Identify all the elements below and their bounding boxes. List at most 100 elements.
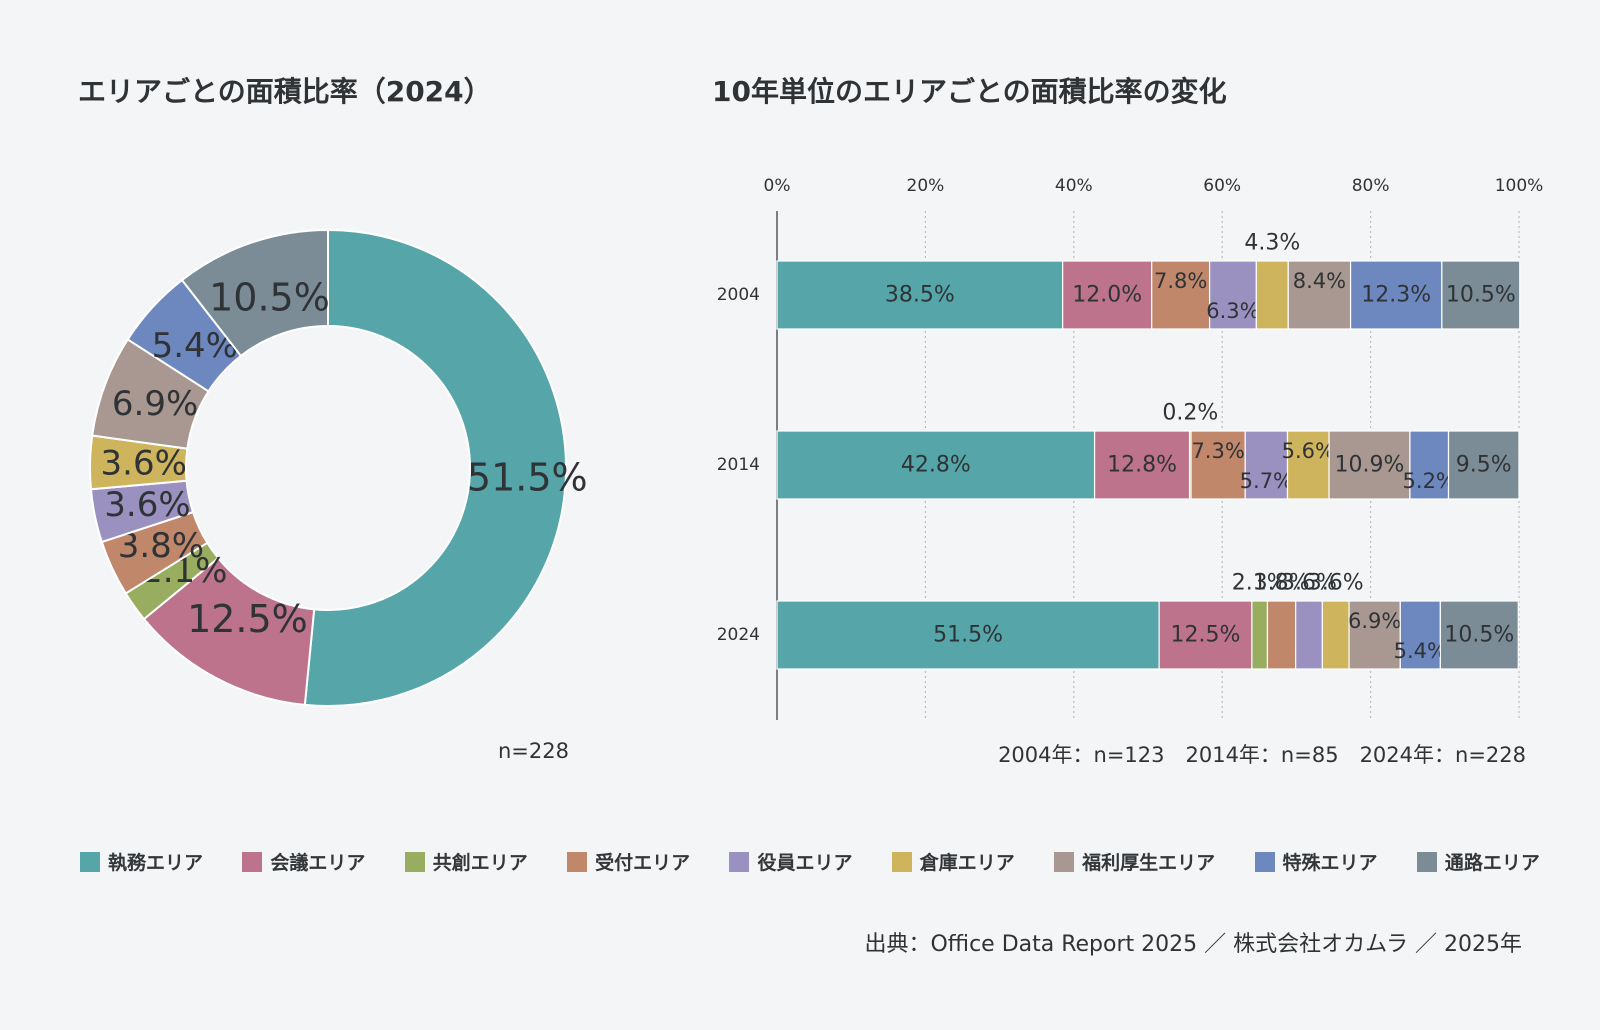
bar-data-label: 8.4% — [1293, 269, 1346, 293]
donut-chart-title: エリアごとの面積比率（2024） — [78, 75, 492, 108]
x-tick-label: 0% — [764, 176, 791, 196]
bar-data-label: 10.9% — [1335, 453, 1405, 478]
bar-data-label: 5.6% — [1282, 439, 1335, 463]
legend: 執務エリア 会議エリア 共創エリア 受付エリア 役員エリア 倉庫エリア 福利厚生エリア 特殊エ… — [80, 848, 1540, 875]
legend-swatch — [242, 851, 263, 872]
bar-segment — [1287, 260, 1352, 330]
bar-segment — [1266, 600, 1297, 670]
bar-segment — [1158, 600, 1253, 670]
legend-label: 特殊エリア — [1282, 852, 1378, 874]
y-category-label: 2014 — [717, 455, 760, 475]
bar-segment — [776, 260, 1064, 330]
bar-segment — [1399, 600, 1441, 670]
legend-label: 福利厚生エリア — [1082, 852, 1216, 874]
legend-swatch — [404, 851, 425, 872]
bar-data-label: 51.5% — [933, 623, 1003, 648]
legend-item: 倉庫エリア — [891, 848, 1015, 875]
stacked-bar-chart: 0% 20% 40% 60% 80% 100% 2004 38.5% 12.0% 7.8% 6.3%… — [717, 176, 1544, 720]
bar-data-label: 0.2% — [1162, 401, 1218, 426]
bar-segment — [1349, 260, 1443, 330]
legend-item: 特殊エリア — [1254, 848, 1378, 875]
bar-data-label: 6.3% — [1206, 299, 1259, 323]
legend-swatch — [1254, 851, 1275, 872]
donut-data-label: 12.5% — [187, 597, 308, 641]
bar-segment — [1409, 430, 1450, 500]
bar-chart-title: 10年単位のエリアごとの面積比率の変化 — [712, 75, 1227, 108]
bar-data-label: 3.6% — [1281, 571, 1337, 596]
legend-swatch — [1416, 851, 1437, 872]
donut-slice — [180, 228, 329, 358]
bar-data-label: 12.0% — [1072, 283, 1142, 308]
legend-item: 通路エリア — [1416, 848, 1540, 875]
bar-segment — [776, 430, 1096, 500]
legend-swatch — [567, 851, 588, 872]
bar-segment — [1447, 430, 1520, 500]
bar-segment — [776, 600, 1160, 670]
bar-data-label: 38.5% — [885, 283, 955, 308]
x-tick-label: 60% — [1203, 176, 1241, 196]
legend-label: 共創エリア — [432, 852, 528, 874]
donut-sample-size: n=228 — [498, 739, 569, 763]
bar-segment — [1251, 600, 1269, 670]
bar-segment — [1439, 600, 1519, 670]
bar-segment — [1295, 600, 1323, 670]
bar-segment — [1328, 430, 1411, 500]
bar-data-label: 3.8% — [1254, 571, 1310, 596]
donut-data-label: 3.6% — [101, 444, 187, 484]
legend-swatch — [891, 851, 912, 872]
bar-data-label: 3.6% — [1308, 571, 1364, 596]
bar-data-label: 42.8% — [901, 453, 971, 478]
bar-data-label: 9.5% — [1456, 453, 1512, 478]
bar-data-label: 12.3% — [1361, 283, 1431, 308]
legend-swatch — [729, 851, 750, 872]
x-tick-label: 40% — [1055, 176, 1093, 196]
bar-segment — [1286, 430, 1330, 500]
bar-data-label: 5.7% — [1240, 469, 1293, 493]
bar-segment — [1062, 260, 1153, 330]
donut-data-label: 6.9% — [112, 384, 198, 424]
bar-data-label: 10.5% — [1446, 283, 1516, 308]
bar-data-label: 6.9% — [1348, 609, 1401, 633]
donut-chart: 51.5%12.5%2.1%3.8%3.6%3.6%6.9%5.4%10.5% — [89, 228, 588, 707]
bar-segment — [1151, 260, 1211, 330]
bar-data-label: 7.3% — [1191, 439, 1244, 463]
x-tick-label: 100% — [1495, 176, 1544, 196]
bar-data-label: 2.1% — [1232, 571, 1288, 596]
bar-data-label: 5.2% — [1403, 469, 1456, 493]
bar-data-label: 5.4% — [1394, 639, 1447, 663]
x-tick-label: 80% — [1352, 176, 1390, 196]
legend-item: 役員エリア — [729, 848, 852, 875]
legend-label: 役員エリア — [757, 852, 853, 874]
bar-segment — [1321, 600, 1350, 670]
bar-segment — [1190, 430, 1246, 500]
legend-label: 執務エリア — [108, 852, 204, 874]
legend-swatch — [80, 851, 100, 872]
donut-slice — [303, 228, 567, 707]
legend-item: 共創エリア — [404, 848, 528, 875]
bar-data-label: 10.5% — [1444, 623, 1514, 648]
bar-data-label: 7.8% — [1154, 269, 1207, 293]
bar-data-label: 4.3% — [1244, 231, 1300, 256]
bar-data-label: 12.8% — [1107, 453, 1177, 478]
donut-data-label: 10.5% — [209, 275, 330, 319]
legend-label: 倉庫エリア — [919, 852, 1015, 874]
bar-segment — [1093, 430, 1191, 500]
source-note: 出典：Office Data Report 2025 ／ 株式会社オカムラ ／ … — [864, 932, 1522, 957]
bar-data-label: 12.5% — [1171, 623, 1241, 648]
legend-label: 会議エリア — [270, 852, 366, 874]
bar-segment — [1441, 260, 1521, 330]
legend-item: 福利厚生エリア — [1054, 848, 1215, 875]
bar-segment — [1255, 260, 1289, 330]
legend-label: 通路エリア — [1444, 852, 1540, 874]
legend-item: 会議エリア — [242, 848, 365, 875]
legend-item: 受付エリア — [567, 848, 690, 875]
x-tick-label: 20% — [907, 176, 945, 196]
y-category-label: 2004 — [717, 285, 760, 305]
legend-swatch — [1054, 851, 1075, 872]
y-category-label: 2024 — [717, 625, 760, 645]
donut-data-label: 51.5% — [467, 456, 588, 500]
legend-label: 受付エリア — [595, 852, 691, 874]
bar-sample-sizes: 2004年：n=123 2014年：n=85 2024年：n=228 — [998, 743, 1526, 767]
donut-data-label: 3.6% — [104, 485, 190, 525]
